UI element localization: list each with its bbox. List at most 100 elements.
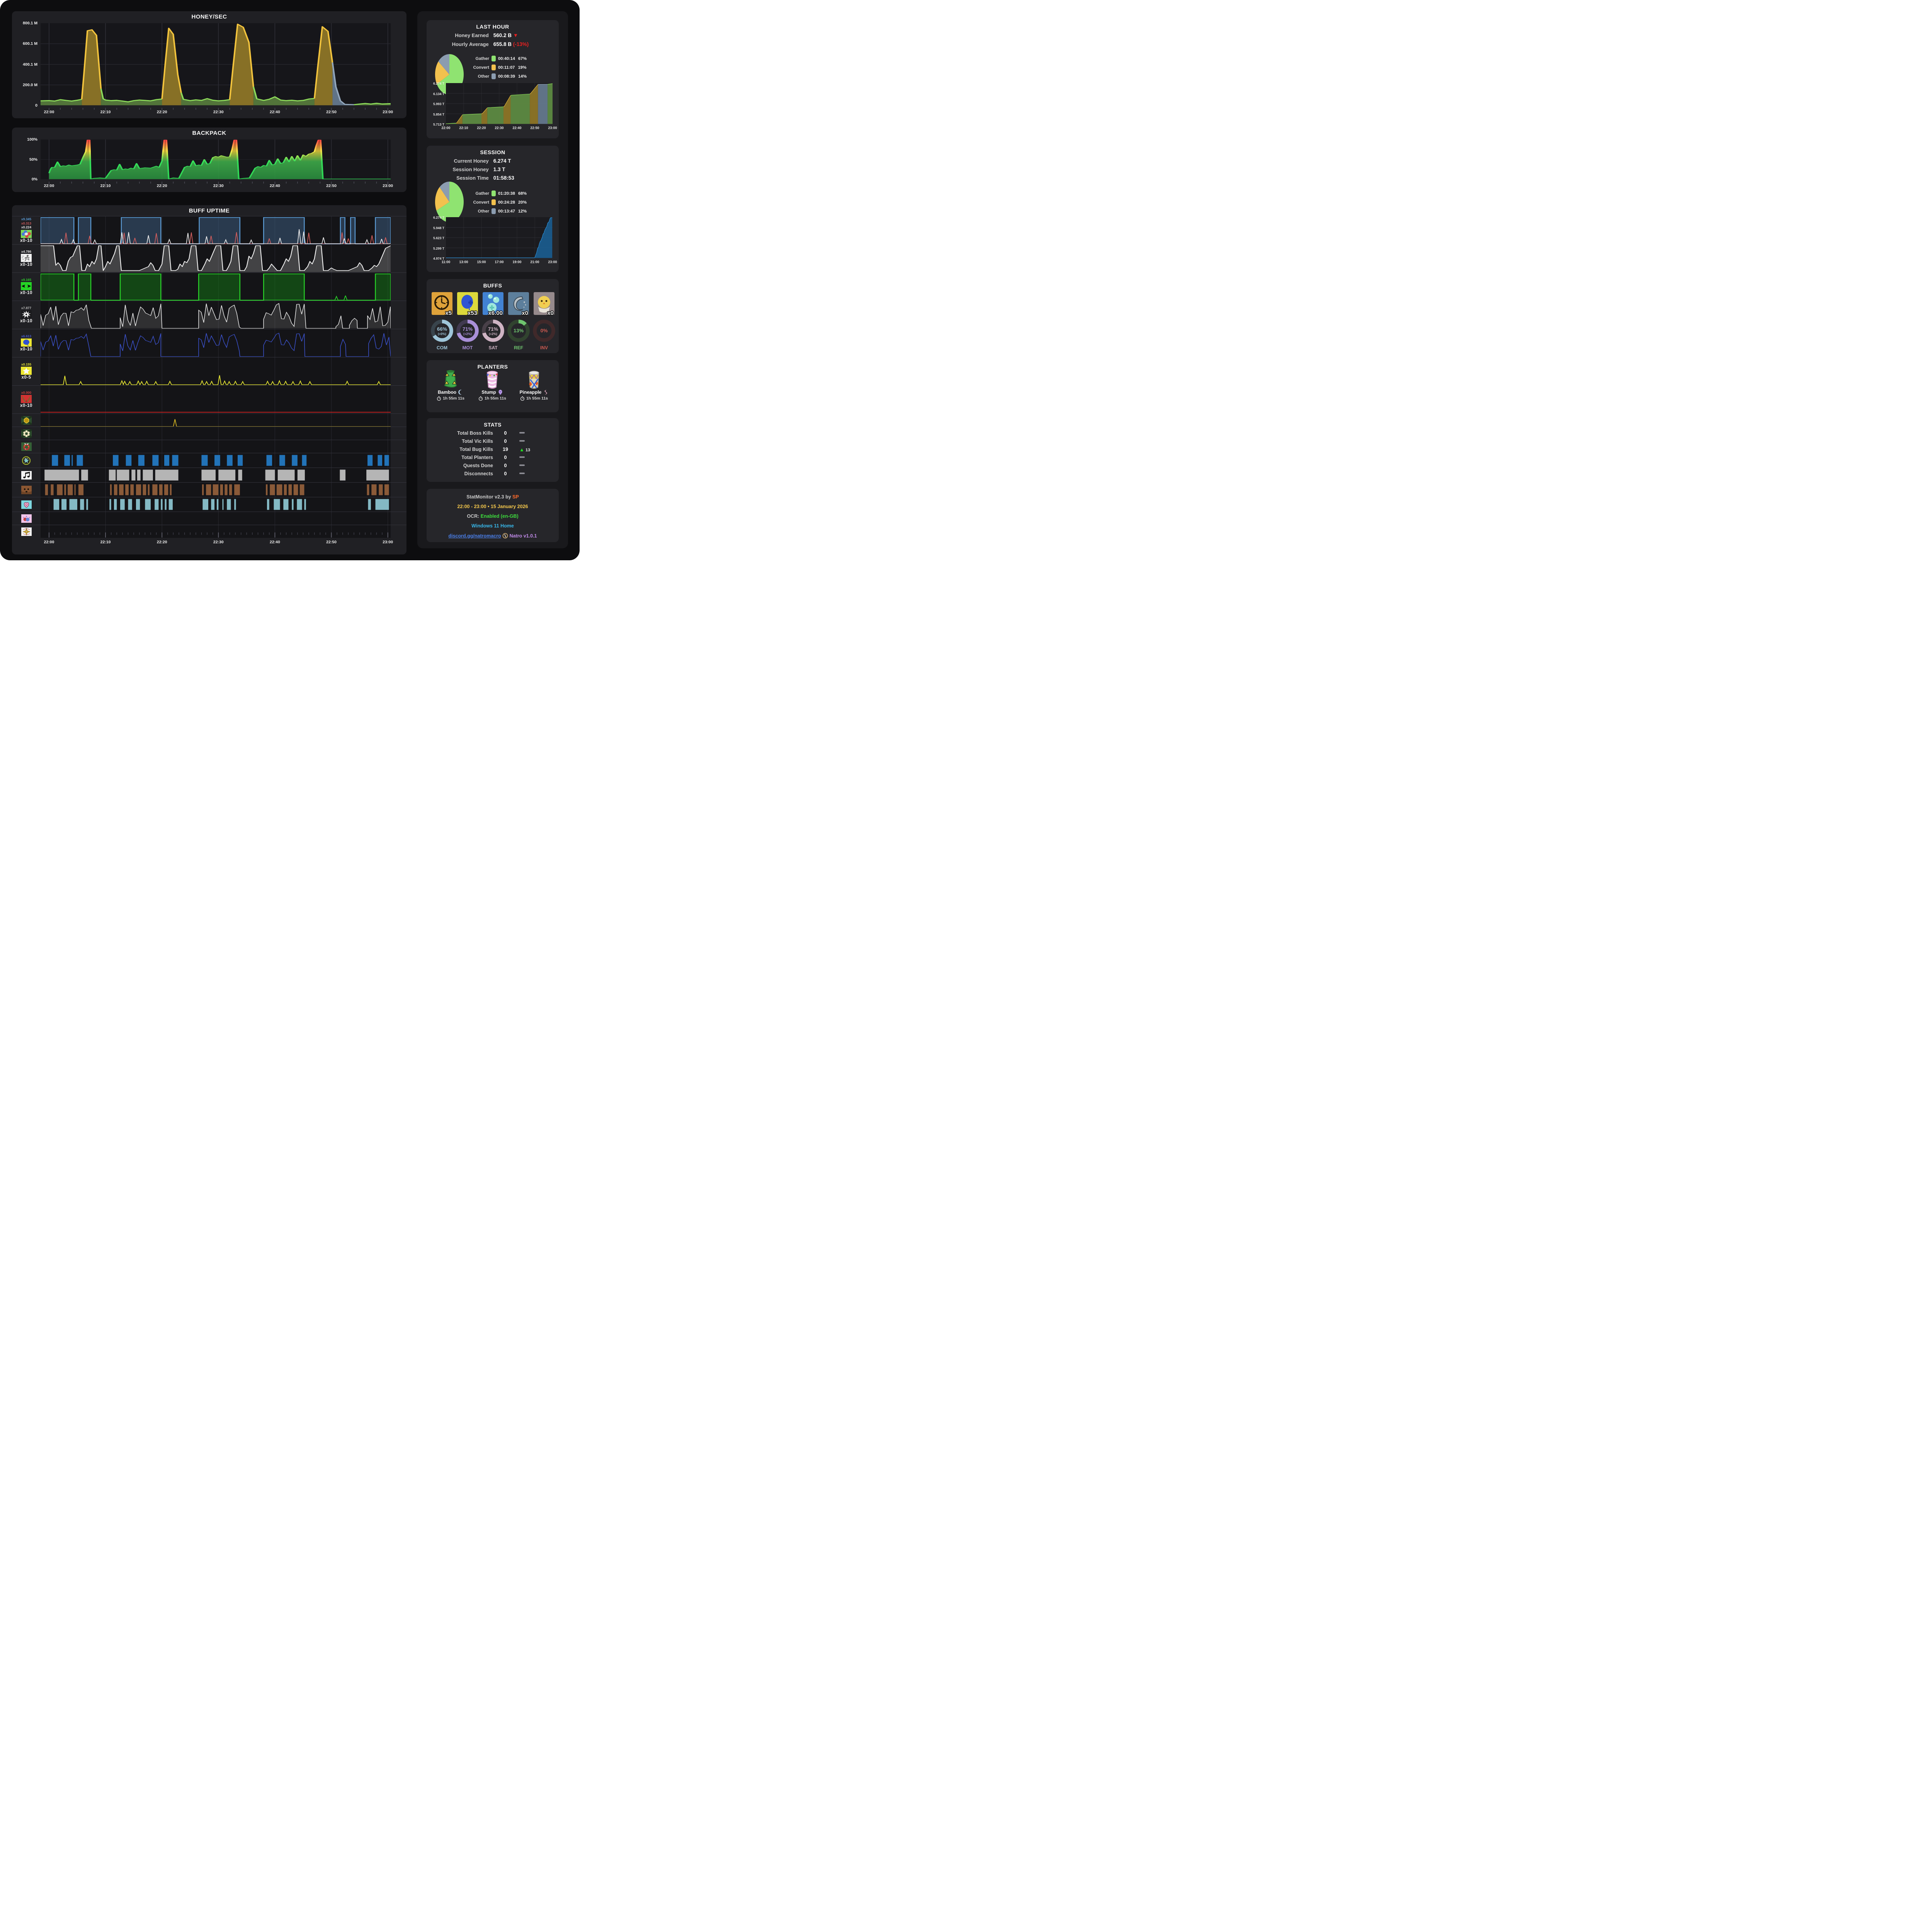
planters-panel: PLANTERS Bamboo 1h 55m 11s Stump 1h 55m 11s…: [427, 360, 559, 412]
planters-title: PLANTERS: [477, 364, 508, 370]
buff-row-plot: [41, 273, 391, 301]
buff-row-chart-svg: [41, 329, 391, 357]
buff-row-gutter: x9.345 x0.313 x0.224 x0-10: [12, 216, 41, 244]
svg-text:71%: 71%: [463, 326, 473, 332]
hourly-average-delta: (-13%): [513, 41, 529, 47]
mini-y-tick-label: 5.713 T: [433, 122, 444, 126]
legend-row: Convert 00:11:07 19%: [467, 65, 526, 70]
legend-row: Gather 01:20:38 68%: [467, 190, 527, 196]
buff-row-gutter: x7.877 x0-10: [12, 301, 41, 329]
legend-time: 00:24:28: [498, 200, 515, 205]
petals-plus-icon: [21, 230, 32, 238]
buff-multiplier-label: x6.613: [21, 334, 31, 338]
stat-delta: ▲ 13: [519, 447, 531, 452]
legend-color-chip: [492, 199, 496, 205]
session-kv-value: 6.274 T: [493, 158, 511, 164]
planter-bamboo: Bamboo 1h 55m 11s: [431, 369, 470, 401]
right-sidebar: LAST HOUR Honey Earned 560.2 B ▼ Hourly …: [417, 11, 568, 548]
buff-gauge-inv: 0% INV: [531, 319, 557, 350]
stat-row-quests-done: Quests Done 0: [427, 463, 559, 471]
buff-row-plot: [41, 497, 391, 512]
honey-earned-label: Honey Earned: [455, 32, 489, 38]
y-tick-label: 600.1 M: [23, 41, 37, 46]
buff-row-plot: [41, 216, 391, 244]
honey-per-sec-panel: HONEY/SEC 800.1 M 600.1 M 400.1 M 200.0 M 0 2…: [12, 11, 406, 118]
buff-gauge-mot: 71% (+2%) MOT: [455, 319, 480, 350]
x-tick-label: 22:30: [213, 110, 224, 114]
mini-y-tick-label: 5.948 T: [433, 226, 444, 230]
buff-row-chart-svg: [49, 512, 388, 525]
y-tick-label: 0: [35, 103, 37, 108]
mini-y-tick-label: 4.974 T: [433, 257, 444, 260]
y-tick-label: 0%: [31, 177, 37, 182]
last-hour-honey-svg: [446, 83, 553, 124]
buff-row: [12, 413, 406, 427]
buff-row: x9.345 x0.313 x0.224 x0-10: [12, 216, 406, 244]
natro-snake-logo-icon: [502, 533, 508, 539]
y-tick-label: 100%: [27, 137, 37, 142]
last-hour-title: LAST HOUR: [476, 24, 509, 30]
hearts-candy-icon: [21, 514, 32, 523]
stat-delta: [519, 455, 546, 459]
discord-link[interactable]: discord.gg/natromacro: [448, 533, 501, 539]
session-panel: SESSION Current Honey 6.274 T Session Hone…: [427, 146, 559, 272]
mini-chart-plot: [446, 217, 553, 258]
mini-x-tick-label: 22:40: [512, 126, 522, 130]
svg-text:(+0%): (+0%): [438, 332, 446, 336]
session-kv-row: Session Honey 1.3 T: [427, 167, 559, 172]
gauge-ring: 71%(+2%): [456, 320, 479, 342]
buff-row-gutter: [12, 440, 41, 453]
stopwatch-icon: [437, 396, 441, 401]
no-change-dash: [519, 456, 525, 458]
mini-y-tick-label: 5.854 T: [433, 112, 444, 116]
planter-timer: 1h 55m 11s: [515, 396, 553, 401]
buff-row: x7.877 x0-10: [12, 301, 406, 329]
x-tick-label: 22:40: [269, 184, 280, 188]
buff-row-gutter: [12, 427, 41, 440]
buff-row-gutter: [12, 512, 41, 525]
gauge-label: COM: [437, 345, 447, 350]
last-hour-panel: LAST HOUR Honey Earned 560.2 B ▼ Hourly …: [427, 20, 559, 138]
buff-row-chart-svg: [41, 245, 391, 272]
lamp-icon: [498, 389, 503, 395]
buff-row-chart-svg: [49, 453, 389, 468]
planter-timer: 1h 55m 11s: [473, 396, 512, 401]
buff-row-plot: [41, 386, 391, 413]
stat-value: 0: [504, 430, 507, 436]
mini-x-tick-label: 13:00: [459, 260, 468, 264]
buff-row-plot: [41, 525, 391, 538]
legend-color-chip: [492, 208, 496, 214]
buff-row-chart-svg: [49, 497, 389, 512]
runner-icon: [21, 254, 32, 262]
gauge-label: SAT: [488, 345, 498, 350]
honey-earned-row: Honey Earned 560.2 B ▼: [427, 32, 559, 38]
x-tick-label: 22:00: [44, 184, 54, 188]
mini-y-tick-label: 5.299 T: [433, 246, 444, 250]
buff-row-plot: [41, 357, 391, 385]
legend-label: Gather: [475, 191, 489, 196]
buffs-panel: BUFFS x5 x53 x6.00 x0 x0 66% (+0%) COM 71% (+2%)…: [427, 279, 559, 353]
gauge-label: INV: [540, 345, 548, 350]
buff-range-label: x0-10: [20, 291, 32, 296]
buff-row-chart-svg: [41, 386, 391, 413]
mini-x-tick-label: 22:20: [477, 126, 486, 130]
starburst-icon: [21, 310, 32, 319]
legend-label: Other: [478, 74, 489, 79]
legend-pct: 67%: [518, 56, 527, 61]
svg-text:13%: 13%: [514, 328, 524, 333]
buff-row-gutter: [12, 483, 41, 497]
session-title: SESSION: [480, 149, 505, 155]
mini-x-tick-label: 22:30: [495, 126, 504, 130]
buff-multiplier-label: x7.877: [21, 306, 31, 310]
statmonitor-dashboard: HONEY/SEC 800.1 M 600.1 M 400.1 M 200.0 M 0 2…: [0, 0, 580, 560]
stat-delta: [519, 463, 546, 468]
planter-name: Pineapple: [515, 389, 553, 395]
honey-per-sec-chart: [41, 23, 391, 105]
buff-multiplier-label: x4.786: [21, 249, 31, 253]
x-tick-label: 22:50: [326, 110, 337, 114]
gauge-ring: 66%(+0%): [431, 320, 453, 342]
svg-text:0%: 0%: [541, 328, 548, 333]
legend-label: Gather: [475, 56, 489, 61]
moon-icon: [458, 389, 463, 395]
legend-row: Other 00:13:47 12%: [467, 208, 527, 214]
